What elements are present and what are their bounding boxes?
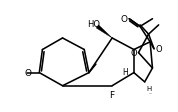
Text: H: H (147, 85, 152, 91)
Text: O: O (130, 49, 137, 58)
Text: O: O (121, 15, 128, 24)
Text: O: O (25, 69, 32, 77)
Polygon shape (96, 26, 112, 39)
Text: F: F (110, 91, 115, 100)
Text: H: H (122, 67, 128, 76)
Text: O: O (156, 45, 162, 54)
Text: ··: ·· (148, 90, 152, 95)
Text: HO: HO (87, 20, 100, 29)
